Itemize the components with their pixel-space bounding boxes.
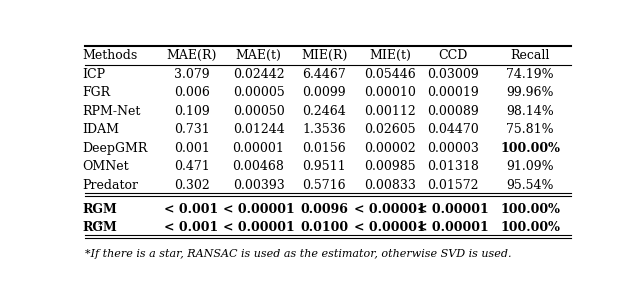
Text: 0.471: 0.471 <box>173 160 209 173</box>
Text: 0.001: 0.001 <box>173 142 209 155</box>
Text: *If there is a star, RANSAC is used as the estimator, otherwise SVD is used.: *If there is a star, RANSAC is used as t… <box>85 249 511 259</box>
Text: 98.14%: 98.14% <box>506 105 554 118</box>
Text: MIE(R): MIE(R) <box>301 49 348 62</box>
Text: 0.01318: 0.01318 <box>428 160 479 173</box>
Text: 0.00393: 0.00393 <box>233 179 284 192</box>
Text: 0.00089: 0.00089 <box>428 105 479 118</box>
Text: 0.0100: 0.0100 <box>300 221 348 234</box>
Text: 0.00001: 0.00001 <box>232 142 285 155</box>
Text: 95.54%: 95.54% <box>506 179 554 192</box>
Text: 0.00833: 0.00833 <box>364 179 416 192</box>
Text: 0.9511: 0.9511 <box>303 160 346 173</box>
Text: CCD: CCD <box>438 49 468 62</box>
Text: MAE(R): MAE(R) <box>166 49 217 62</box>
Text: OMNet: OMNet <box>83 160 129 173</box>
Text: 0.00985: 0.00985 <box>364 160 416 173</box>
Text: 3.079: 3.079 <box>174 68 209 81</box>
Text: 0.01572: 0.01572 <box>428 179 479 192</box>
Text: 99.96%: 99.96% <box>506 86 554 99</box>
Text: 0.00010: 0.00010 <box>364 86 416 99</box>
Text: 0.00112: 0.00112 <box>364 105 416 118</box>
Text: 100.00%: 100.00% <box>500 203 560 216</box>
Text: 75.81%: 75.81% <box>506 123 554 136</box>
Text: MAE(t): MAE(t) <box>236 49 282 62</box>
Text: 0.03009: 0.03009 <box>428 68 479 81</box>
Text: Predator: Predator <box>83 179 138 192</box>
Text: FGR: FGR <box>83 86 111 99</box>
Text: 6.4467: 6.4467 <box>303 68 346 81</box>
Text: < 0.00001: < 0.00001 <box>417 203 489 216</box>
Text: Methods: Methods <box>83 49 138 62</box>
Text: 0.109: 0.109 <box>173 105 209 118</box>
Text: 0.2464: 0.2464 <box>303 105 346 118</box>
Text: 0.0096: 0.0096 <box>300 203 348 216</box>
Text: ICP: ICP <box>83 68 106 81</box>
Text: 74.19%: 74.19% <box>506 68 554 81</box>
Text: 0.01244: 0.01244 <box>233 123 284 136</box>
Text: 0.00468: 0.00468 <box>232 160 285 173</box>
Text: 0.00003: 0.00003 <box>428 142 479 155</box>
Text: < 0.00001: < 0.00001 <box>223 221 294 234</box>
Text: 0.00002: 0.00002 <box>364 142 416 155</box>
Text: < 0.001: < 0.001 <box>164 221 219 234</box>
Text: 0.05446: 0.05446 <box>364 68 416 81</box>
Text: < 0.00001: < 0.00001 <box>223 203 294 216</box>
Text: 1.3536: 1.3536 <box>303 123 346 136</box>
Text: 0.0156: 0.0156 <box>303 142 346 155</box>
Text: 0.00005: 0.00005 <box>233 86 284 99</box>
Text: < 0.00001: < 0.00001 <box>354 203 426 216</box>
Text: Recall: Recall <box>511 49 550 62</box>
Text: 0.04470: 0.04470 <box>428 123 479 136</box>
Text: 100.00%: 100.00% <box>500 142 560 155</box>
Text: < 0.00001: < 0.00001 <box>417 221 489 234</box>
Text: < 0.00001: < 0.00001 <box>354 221 426 234</box>
Text: < 0.001: < 0.001 <box>164 203 219 216</box>
Text: 0.02605: 0.02605 <box>364 123 416 136</box>
Text: RGM: RGM <box>83 203 117 216</box>
Text: RPM-Net: RPM-Net <box>83 105 141 118</box>
Text: *: * <box>97 220 102 229</box>
Text: 100.00%: 100.00% <box>500 221 560 234</box>
Text: 0.5716: 0.5716 <box>303 179 346 192</box>
Text: MIE(t): MIE(t) <box>369 49 411 62</box>
Text: RGM: RGM <box>83 221 117 234</box>
Text: 0.02442: 0.02442 <box>233 68 284 81</box>
Text: 0.0099: 0.0099 <box>303 86 346 99</box>
Text: 0.302: 0.302 <box>173 179 209 192</box>
Text: 0.00050: 0.00050 <box>233 105 284 118</box>
Text: 91.09%: 91.09% <box>506 160 554 173</box>
Text: DeepGMR: DeepGMR <box>83 142 148 155</box>
Text: 0.006: 0.006 <box>173 86 209 99</box>
Text: 0.00019: 0.00019 <box>428 86 479 99</box>
Text: 0.731: 0.731 <box>173 123 209 136</box>
Text: IDAM: IDAM <box>83 123 120 136</box>
